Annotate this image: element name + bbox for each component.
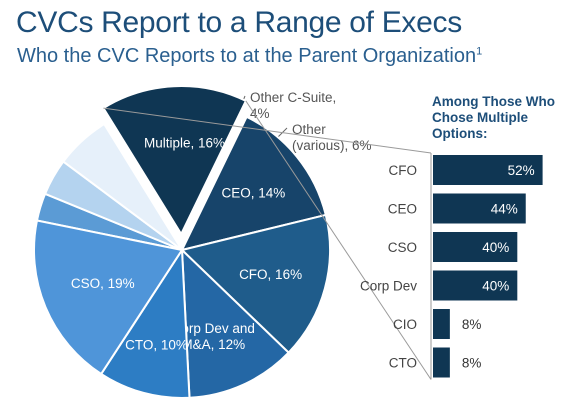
bar-value-cio: 8% — [462, 317, 482, 332]
connector-bottom — [245, 100, 432, 380]
footnote-marker: 1 — [476, 45, 483, 58]
callout-connectors — [103, 100, 432, 380]
bar-cfo — [433, 155, 543, 185]
pie-label-cto: CTO, 10% — [125, 337, 188, 352]
bar-value-cfo: 52% — [508, 163, 535, 178]
bar-category-cfo: CFO — [389, 163, 418, 178]
bar-value-cto: 8% — [462, 356, 482, 371]
bar-corp-dev — [433, 270, 518, 301]
pie-label-corp-dev-and-manda: Corp Dev and M&A, 12% — [172, 321, 255, 352]
bar-category-cio: CIO — [393, 317, 417, 332]
bar-value-cso: 40% — [482, 240, 509, 255]
bar-category-cso: CSO — [388, 240, 417, 255]
pie-label-multiple: Multiple, 16% — [144, 135, 225, 150]
subtitle-text: Who the CVC Reports to at the Parent Org… — [17, 45, 477, 67]
bar-chart: CFO 52% CEO 44% CSO 40% Corp Dev 40% CIO 8% CTO 8% — [360, 155, 543, 378]
pie-label-other-various: Other (various), 6% — [292, 122, 372, 153]
pie-slice-cso — [33, 219, 184, 376]
bar-ceo — [433, 193, 526, 224]
bar-category-cto: CTO — [389, 356, 417, 371]
pie-label-cso: CSO, 19% — [71, 276, 135, 291]
pie-label-ceo: CEO, 14% — [222, 185, 286, 200]
bar-cio — [433, 309, 450, 339]
chart-title: CVCs Report to a Range of Execs — [16, 6, 462, 39]
pie-slice-ceo — [180, 115, 327, 252]
pie-slice-corp-dev-and-manda — [180, 247, 291, 399]
pie-slice-cfo — [179, 213, 331, 355]
bar-value-ceo: 44% — [491, 202, 518, 217]
bar-cso — [433, 232, 518, 262]
bar-category-ceo: CEO — [388, 202, 417, 217]
chart-subtitle: Who the CVC Reports to at the Parent Org… — [17, 45, 482, 68]
bar-cto — [433, 347, 450, 378]
bar-value-corp-dev: 40% — [482, 279, 509, 294]
pie-slice-cto — [99, 246, 191, 399]
pie-label-cfo: CFO, 16% — [239, 267, 302, 282]
bar-chart-title: Among Those Who Chose Multiple Options: — [432, 94, 555, 141]
bar-category-corp-dev: Corp Dev — [360, 279, 417, 294]
pie-chart: CIO, 3%Other C-Suite,4%Other(various), 6… — [33, 85, 372, 399]
connector-top — [103, 107, 432, 154]
pie-label-other-c-suite: Other C-Suite, 4% — [250, 90, 336, 121]
pie-slice-other-various — [61, 122, 183, 251]
